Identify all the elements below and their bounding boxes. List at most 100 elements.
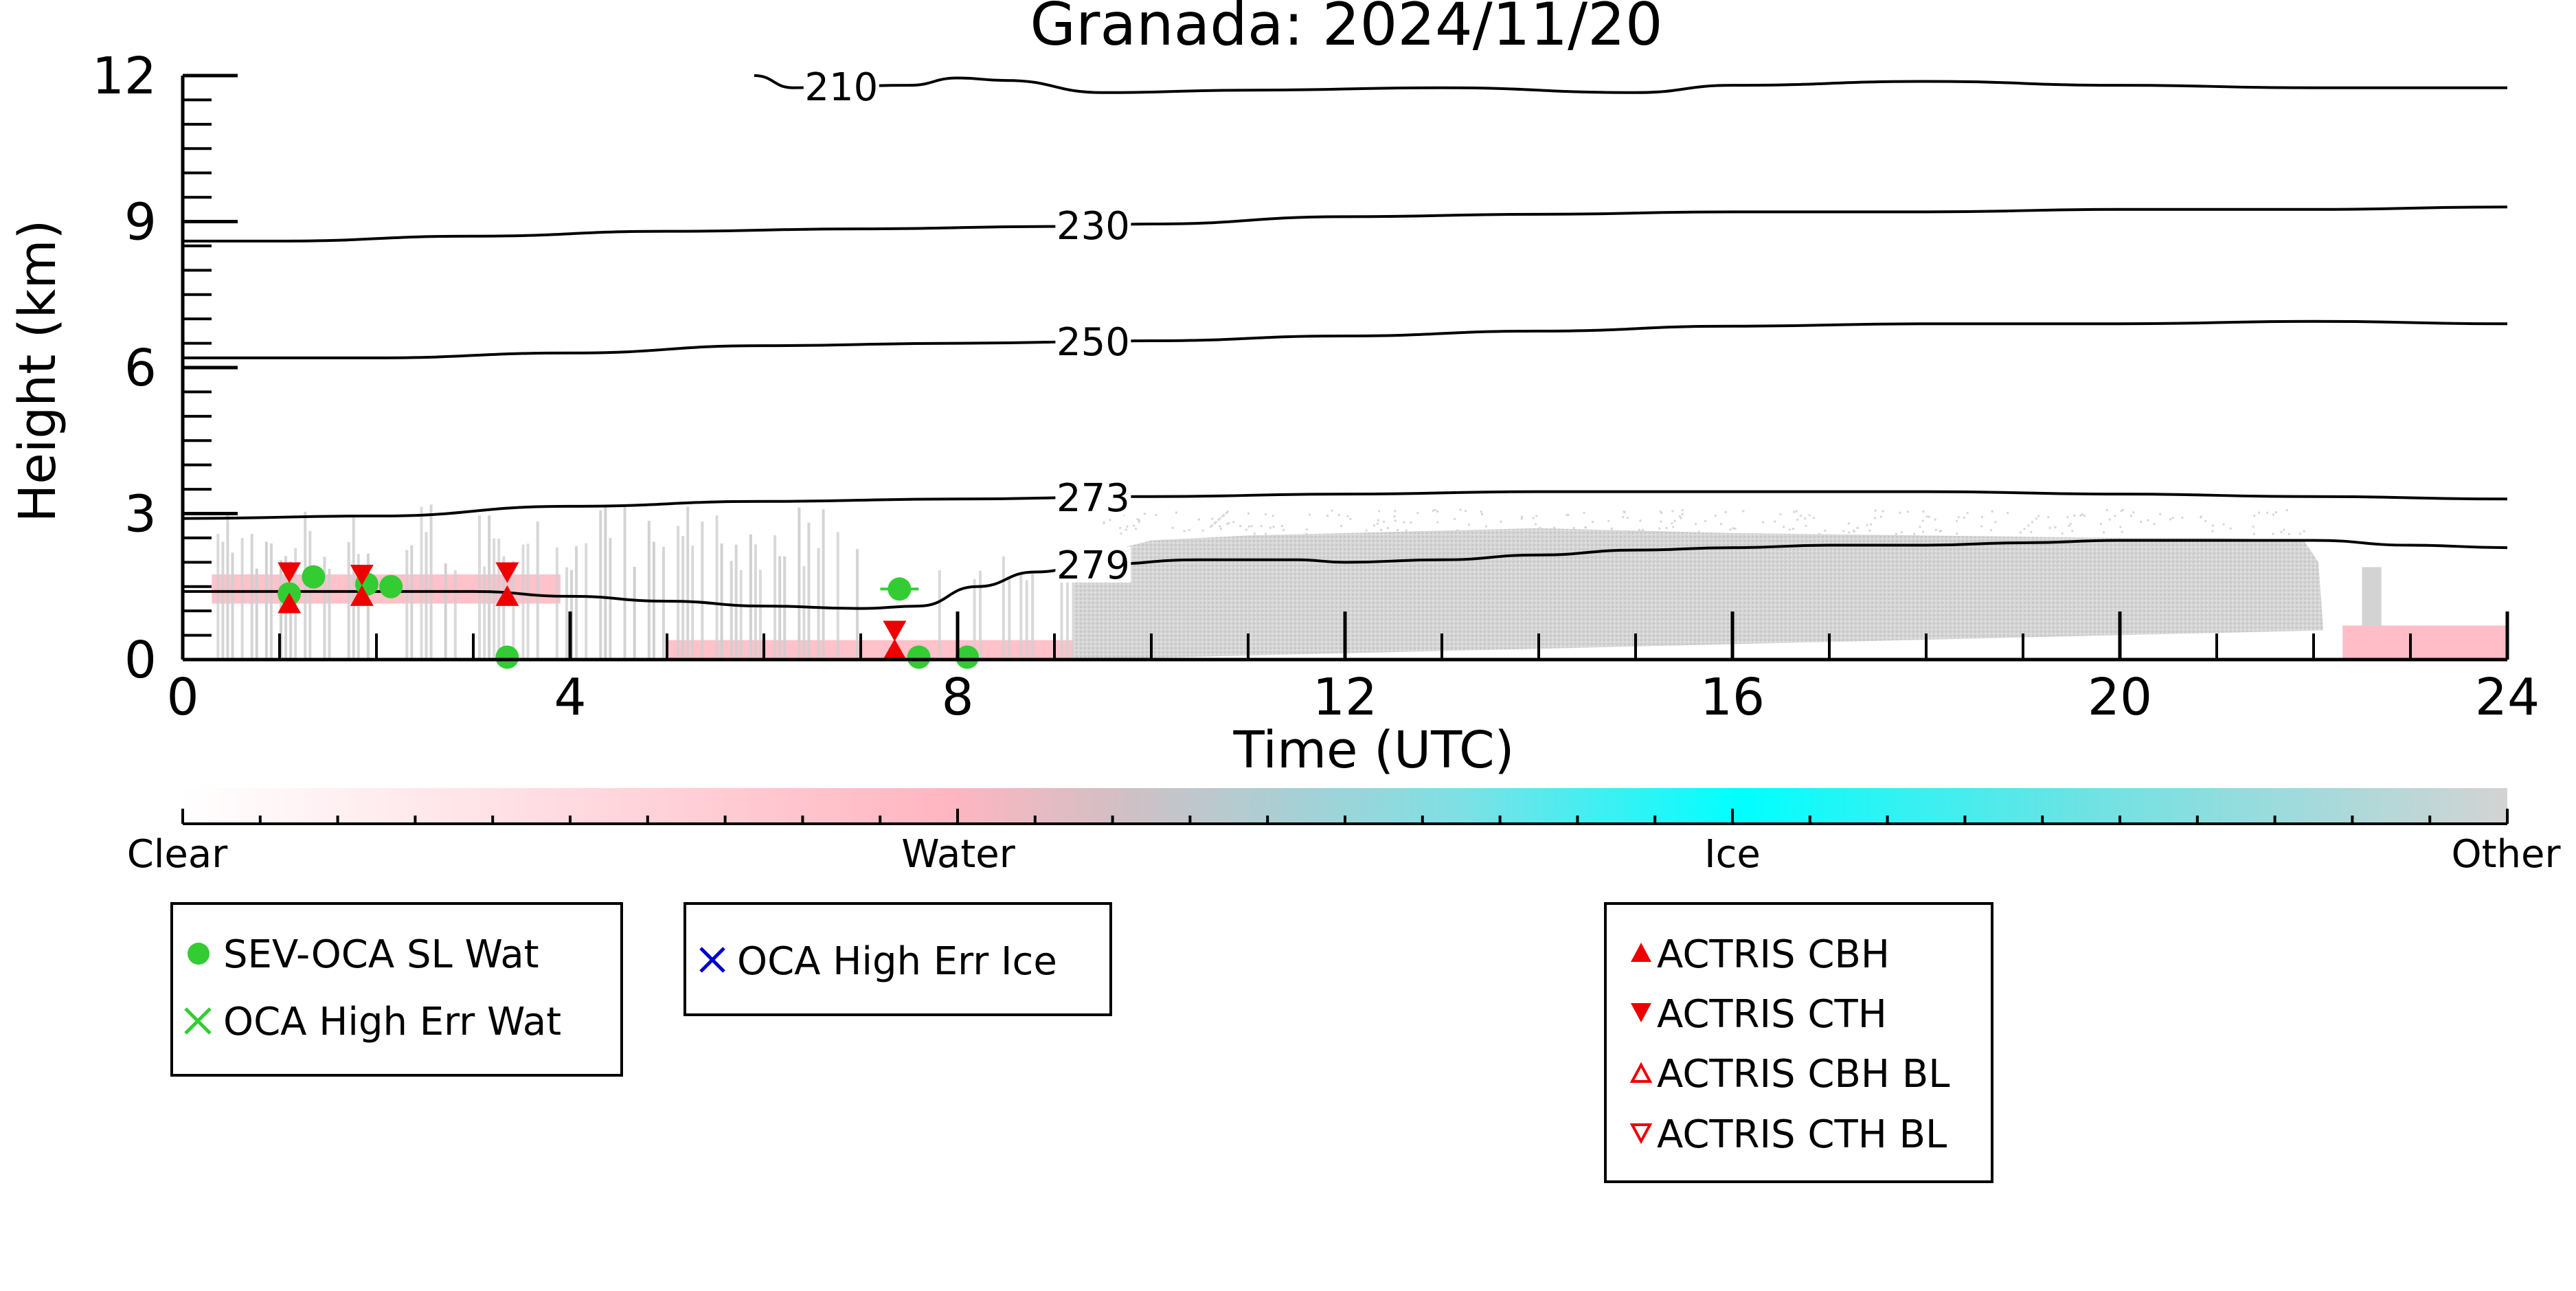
other-speckle: [1671, 510, 1674, 513]
other-speckle: [1309, 513, 1311, 516]
other-speckle: [2066, 516, 2069, 519]
colorbar-ticks: [181, 809, 2509, 825]
other-column: [1072, 574, 1075, 660]
other-column: [938, 570, 941, 660]
other-speckle: [1239, 525, 1242, 528]
legend-label: ACTRIS CBH BL: [1657, 1052, 1950, 1097]
temperature-contours: 210 230 250 273 279: [182, 65, 2508, 610]
other-speckle: [1681, 509, 1684, 512]
other-column: [429, 504, 433, 660]
other-speckle: [2298, 532, 2301, 535]
data-point-triangle-down: [883, 620, 907, 642]
other-speckle: [1331, 509, 1333, 512]
other-column: [488, 515, 491, 660]
other-speckle: [1326, 515, 1329, 517]
other-column: [677, 526, 680, 660]
other-column: [1002, 556, 1005, 660]
data-point-circle: [379, 574, 403, 598]
other-speckle: [1939, 530, 1941, 532]
other-speckle: [1792, 528, 1795, 530]
other-column: [817, 548, 820, 660]
other-speckle: [1957, 516, 1960, 519]
cloud-classification-field: [212, 504, 2507, 660]
other-speckle: [1135, 528, 1138, 530]
other-speckle: [2204, 520, 2207, 523]
other-speckle: [1133, 524, 1136, 527]
other-speckle: [1724, 510, 1727, 513]
other-speckle: [1720, 523, 1723, 526]
other-speckle: [1210, 526, 1212, 528]
other-column: [2362, 567, 2382, 626]
other-speckle: [1232, 521, 1235, 524]
other-column: [575, 546, 578, 660]
other-speckle: [2061, 532, 2064, 535]
other-speckle: [1934, 528, 1937, 531]
other-speckle: [1269, 526, 1272, 529]
other-speckle: [1874, 509, 1877, 512]
other-speckle: [1524, 532, 1527, 535]
other-speckle: [2079, 514, 2082, 517]
legend-ocai: OCA High Err Ice: [683, 902, 1112, 1016]
other-speckle: [2153, 523, 2156, 526]
other-speckle: [1796, 518, 1799, 521]
other-speckle: [2129, 515, 2132, 517]
other-column: [773, 535, 777, 660]
legend-marker-triangle-down-open-icon: [1629, 1123, 1653, 1145]
other-speckle: [1272, 526, 1275, 528]
other-speckle: [1680, 517, 1682, 519]
water-band: [2342, 625, 2507, 660]
other-speckle: [1403, 521, 1405, 524]
other-column: [250, 533, 253, 660]
other-column: [836, 532, 839, 660]
other-speckle: [1714, 514, 1717, 517]
contour-label-bg: [1055, 479, 1131, 515]
other-speckle: [1532, 517, 1535, 519]
y-tick-label: 3: [124, 485, 157, 544]
other-column: [647, 521, 651, 660]
legend-marker-triangle-down-icon: [1631, 1003, 1651, 1022]
other-speckle: [2048, 526, 2051, 529]
other-speckle: [1762, 521, 1765, 524]
legend-label: OCA High Err Wat: [223, 1000, 561, 1044]
other-speckle: [1799, 515, 1802, 517]
other-speckle: [1143, 513, 1146, 515]
other-speckle: [1382, 520, 1385, 523]
axes: 0 3 6 9 12 0 4 8 12 16 20 24: [92, 47, 2540, 727]
legend-marker-triangle-up-icon: [1631, 943, 1651, 962]
contour-label: 273: [1057, 476, 1130, 521]
other-column: [323, 557, 326, 660]
other-speckle: [1183, 530, 1186, 532]
legend-marker-x-icon: [699, 947, 725, 973]
other-speckle: [1641, 528, 1644, 531]
other-speckle: [1219, 525, 1221, 528]
other-speckle: [2106, 508, 2109, 511]
other-speckle: [2258, 511, 2261, 514]
other-speckle: [1922, 510, 1925, 513]
other-speckle: [1734, 527, 1737, 530]
other-speckle: [1906, 510, 1909, 513]
other-speckle: [1250, 525, 1253, 528]
other-speckle: [1742, 510, 1745, 513]
other-speckle: [1561, 529, 1563, 532]
colorbar: Clear Water Ice Other: [127, 788, 2561, 877]
other-speckle: [2071, 530, 2074, 532]
other-speckle: [1245, 528, 1247, 531]
other-speckle: [2108, 518, 2111, 521]
x-tick-label: 8: [941, 668, 973, 727]
other-speckle: [2037, 515, 2040, 517]
colorbar-label-clear: Clear: [127, 832, 228, 877]
other-speckle: [1804, 517, 1807, 520]
other-column: [1065, 568, 1069, 660]
other-speckle: [1659, 510, 1662, 513]
other-column: [758, 570, 762, 660]
other-speckle: [2068, 524, 2070, 527]
other-speckle: [1805, 524, 1807, 527]
contour-label-bg: [1055, 324, 1131, 360]
other-speckle: [2272, 532, 2274, 535]
other-speckle: [1459, 508, 1462, 511]
other-speckle: [1138, 521, 1140, 524]
other-speckle: [1432, 509, 1434, 512]
other-speckle: [1521, 515, 1524, 518]
other-column: [216, 533, 220, 660]
other-speckle: [1795, 510, 1798, 513]
